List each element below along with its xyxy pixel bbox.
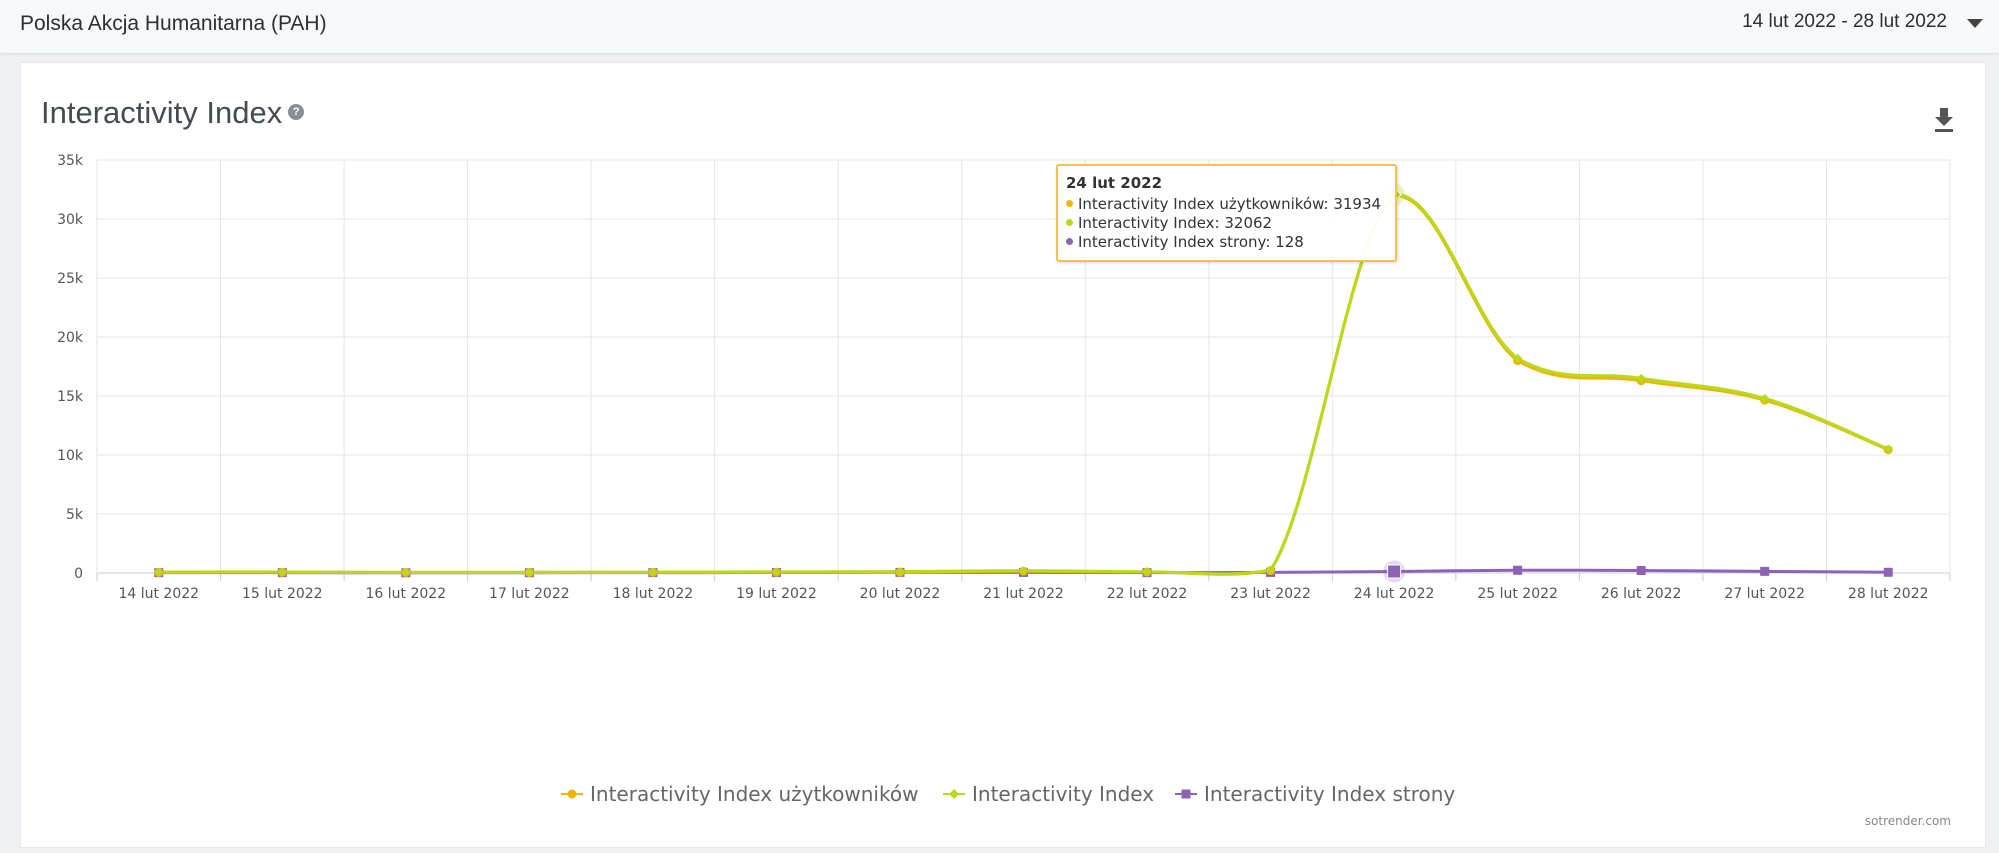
data-point — [1387, 564, 1402, 579]
line-chart: 0 5k 10k 15k 20k 25k 30k 35k 14 lut 2022 15 lut 2… — [57, 153, 1951, 806]
data-point — [1513, 353, 1523, 363]
x-tick-label: 16 lut 2022 — [366, 586, 447, 602]
x-tick-label: 14 lut 2022 — [118, 586, 199, 602]
tooltip-row-page: Interactivity Index strony: 128 — [1066, 233, 1387, 252]
question-circle-icon[interactable]: ? — [288, 103, 305, 120]
x-tick-label: 22 lut 2022 — [1107, 586, 1188, 602]
y-tick-label: 25k — [57, 271, 84, 287]
chevron-down-icon[interactable] — [1967, 19, 1983, 28]
y-tick-label: 15k — [57, 389, 84, 405]
series-line — [158, 194, 1889, 576]
tooltip-row-index: Interactivity Index: 32062 — [1066, 214, 1387, 233]
data-point — [277, 567, 287, 577]
x-tick-label: 25 lut 2022 — [1477, 586, 1558, 602]
data-point — [1760, 393, 1770, 403]
data-point — [771, 567, 781, 577]
legend-label[interactable]: Interactivity Index — [972, 782, 1154, 806]
y-tick-label: 10k — [57, 448, 84, 464]
series-markers — [154, 183, 1893, 583]
tooltip-row-users-text: Interactivity Index użytkowników: 31934 — [1078, 195, 1382, 213]
x-tick-label: 21 lut 2022 — [983, 586, 1064, 602]
interactivity-index-card: Interactivity Index? 0 5k 10k 15k 20k 25k 30k 3… — [20, 62, 1986, 848]
series-line — [158, 193, 1889, 576]
chart-legend: Interactivity Index użytkowników Interact… — [561, 782, 1455, 806]
download-icon[interactable] — [1931, 105, 1957, 133]
tooltip-title: 24 lut 2022 — [1066, 174, 1163, 192]
y-tick-label: 35k — [57, 153, 84, 169]
y-tick-label: 20k — [57, 330, 84, 346]
series-dot-users — [1066, 200, 1073, 207]
date-range-selector[interactable]: 14 lut 2022 - 28 lut 2022 — [1742, 11, 1947, 32]
data-point — [1883, 444, 1893, 454]
organization-name: Polska Akcja Humanitarna (PAH) — [20, 12, 327, 35]
data-point — [1142, 567, 1152, 577]
legend-marker — [949, 789, 959, 799]
chart-tooltip: 24 lut 2022 Interactivity Index użytkown… — [1056, 164, 1397, 262]
legend-label[interactable]: Interactivity Index strony — [1204, 782, 1455, 806]
data-point — [648, 567, 658, 577]
x-tick-label: 20 lut 2022 — [860, 586, 941, 602]
series-lines — [158, 193, 1889, 576]
y-tick-label: 5k — [66, 507, 84, 523]
tooltip-row-index-text: Interactivity Index: 32062 — [1078, 214, 1273, 232]
x-tick-label: 24 lut 2022 — [1354, 586, 1435, 602]
card-title-text: Interactivity Index — [41, 95, 283, 130]
chart-grid — [96, 159, 1951, 574]
data-point — [1760, 566, 1770, 576]
tooltip-row-page-text: Interactivity Index strony: 128 — [1078, 233, 1304, 251]
data-point — [1636, 373, 1646, 383]
series-dot-page — [1066, 238, 1073, 245]
data-point — [1513, 565, 1523, 575]
y-tick-label: 0 — [74, 566, 83, 582]
tooltip-row-users: Interactivity Index użytkowników: 31934 — [1066, 195, 1387, 214]
y-tick-label: 30k — [57, 212, 84, 228]
x-tick-label: 17 lut 2022 — [489, 586, 570, 602]
data-point — [154, 567, 164, 577]
data-point — [524, 567, 534, 577]
legend-marker — [1181, 789, 1191, 799]
x-tick-label: 15 lut 2022 — [242, 586, 323, 602]
series-dot-index — [1066, 219, 1073, 226]
x-tick-label: 19 lut 2022 — [736, 586, 817, 602]
x-tick-label: 18 lut 2022 — [613, 586, 694, 602]
data-point — [895, 567, 905, 577]
data-point — [1266, 565, 1276, 575]
card-title: Interactivity Index? — [41, 95, 305, 131]
legend-label[interactable]: Interactivity Index użytkowników — [590, 782, 918, 806]
top-bar: Polska Akcja Humanitarna (PAH) 14 lut 20… — [0, 0, 1999, 54]
x-tick-label: 28 lut 2022 — [1848, 586, 1929, 602]
data-point — [1019, 566, 1028, 576]
legend-marker — [567, 789, 577, 799]
x-tick-label: 26 lut 2022 — [1601, 586, 1682, 602]
watermark: sotrender.com — [1864, 814, 1951, 828]
data-point — [1883, 567, 1893, 577]
x-tick-label: 27 lut 2022 — [1724, 586, 1805, 602]
x-tick-label: 23 lut 2022 — [1230, 586, 1311, 602]
data-point — [1636, 566, 1646, 576]
data-point — [401, 567, 411, 577]
chart-axes: 0 5k 10k 15k 20k 25k 30k 35k 14 lut 2022 15 lut 2… — [57, 153, 1951, 602]
